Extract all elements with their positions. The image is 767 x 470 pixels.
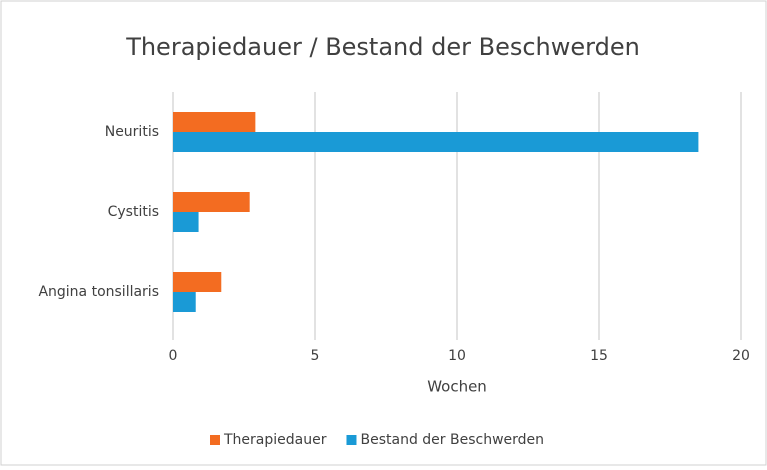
y-tick-label: Cystitis: [108, 204, 159, 220]
bar: [173, 192, 250, 212]
y-tick-label: Neuritis: [105, 124, 159, 140]
x-tick-label: 10: [448, 348, 466, 364]
legend-swatch: [210, 435, 220, 445]
legend-label: Therapiedauer: [223, 432, 327, 448]
bar: [173, 132, 699, 152]
x-tick-label: 0: [169, 348, 178, 364]
x-tick-label: 5: [311, 348, 320, 364]
x-axis-label: Wochen: [427, 378, 487, 396]
bar: [173, 112, 256, 132]
chart-title: Therapiedauer / Bestand der Beschwerden: [125, 33, 640, 61]
bar: [173, 212, 199, 232]
bar: [173, 292, 196, 312]
bar: [173, 272, 222, 292]
x-tick-label: 20: [732, 348, 750, 364]
legend-swatch: [346, 435, 357, 445]
y-tick-label: Angina tonsillaris: [38, 284, 159, 300]
legend-label: Bestand der Beschwerden: [360, 432, 544, 448]
x-tick-label: 15: [590, 348, 608, 364]
